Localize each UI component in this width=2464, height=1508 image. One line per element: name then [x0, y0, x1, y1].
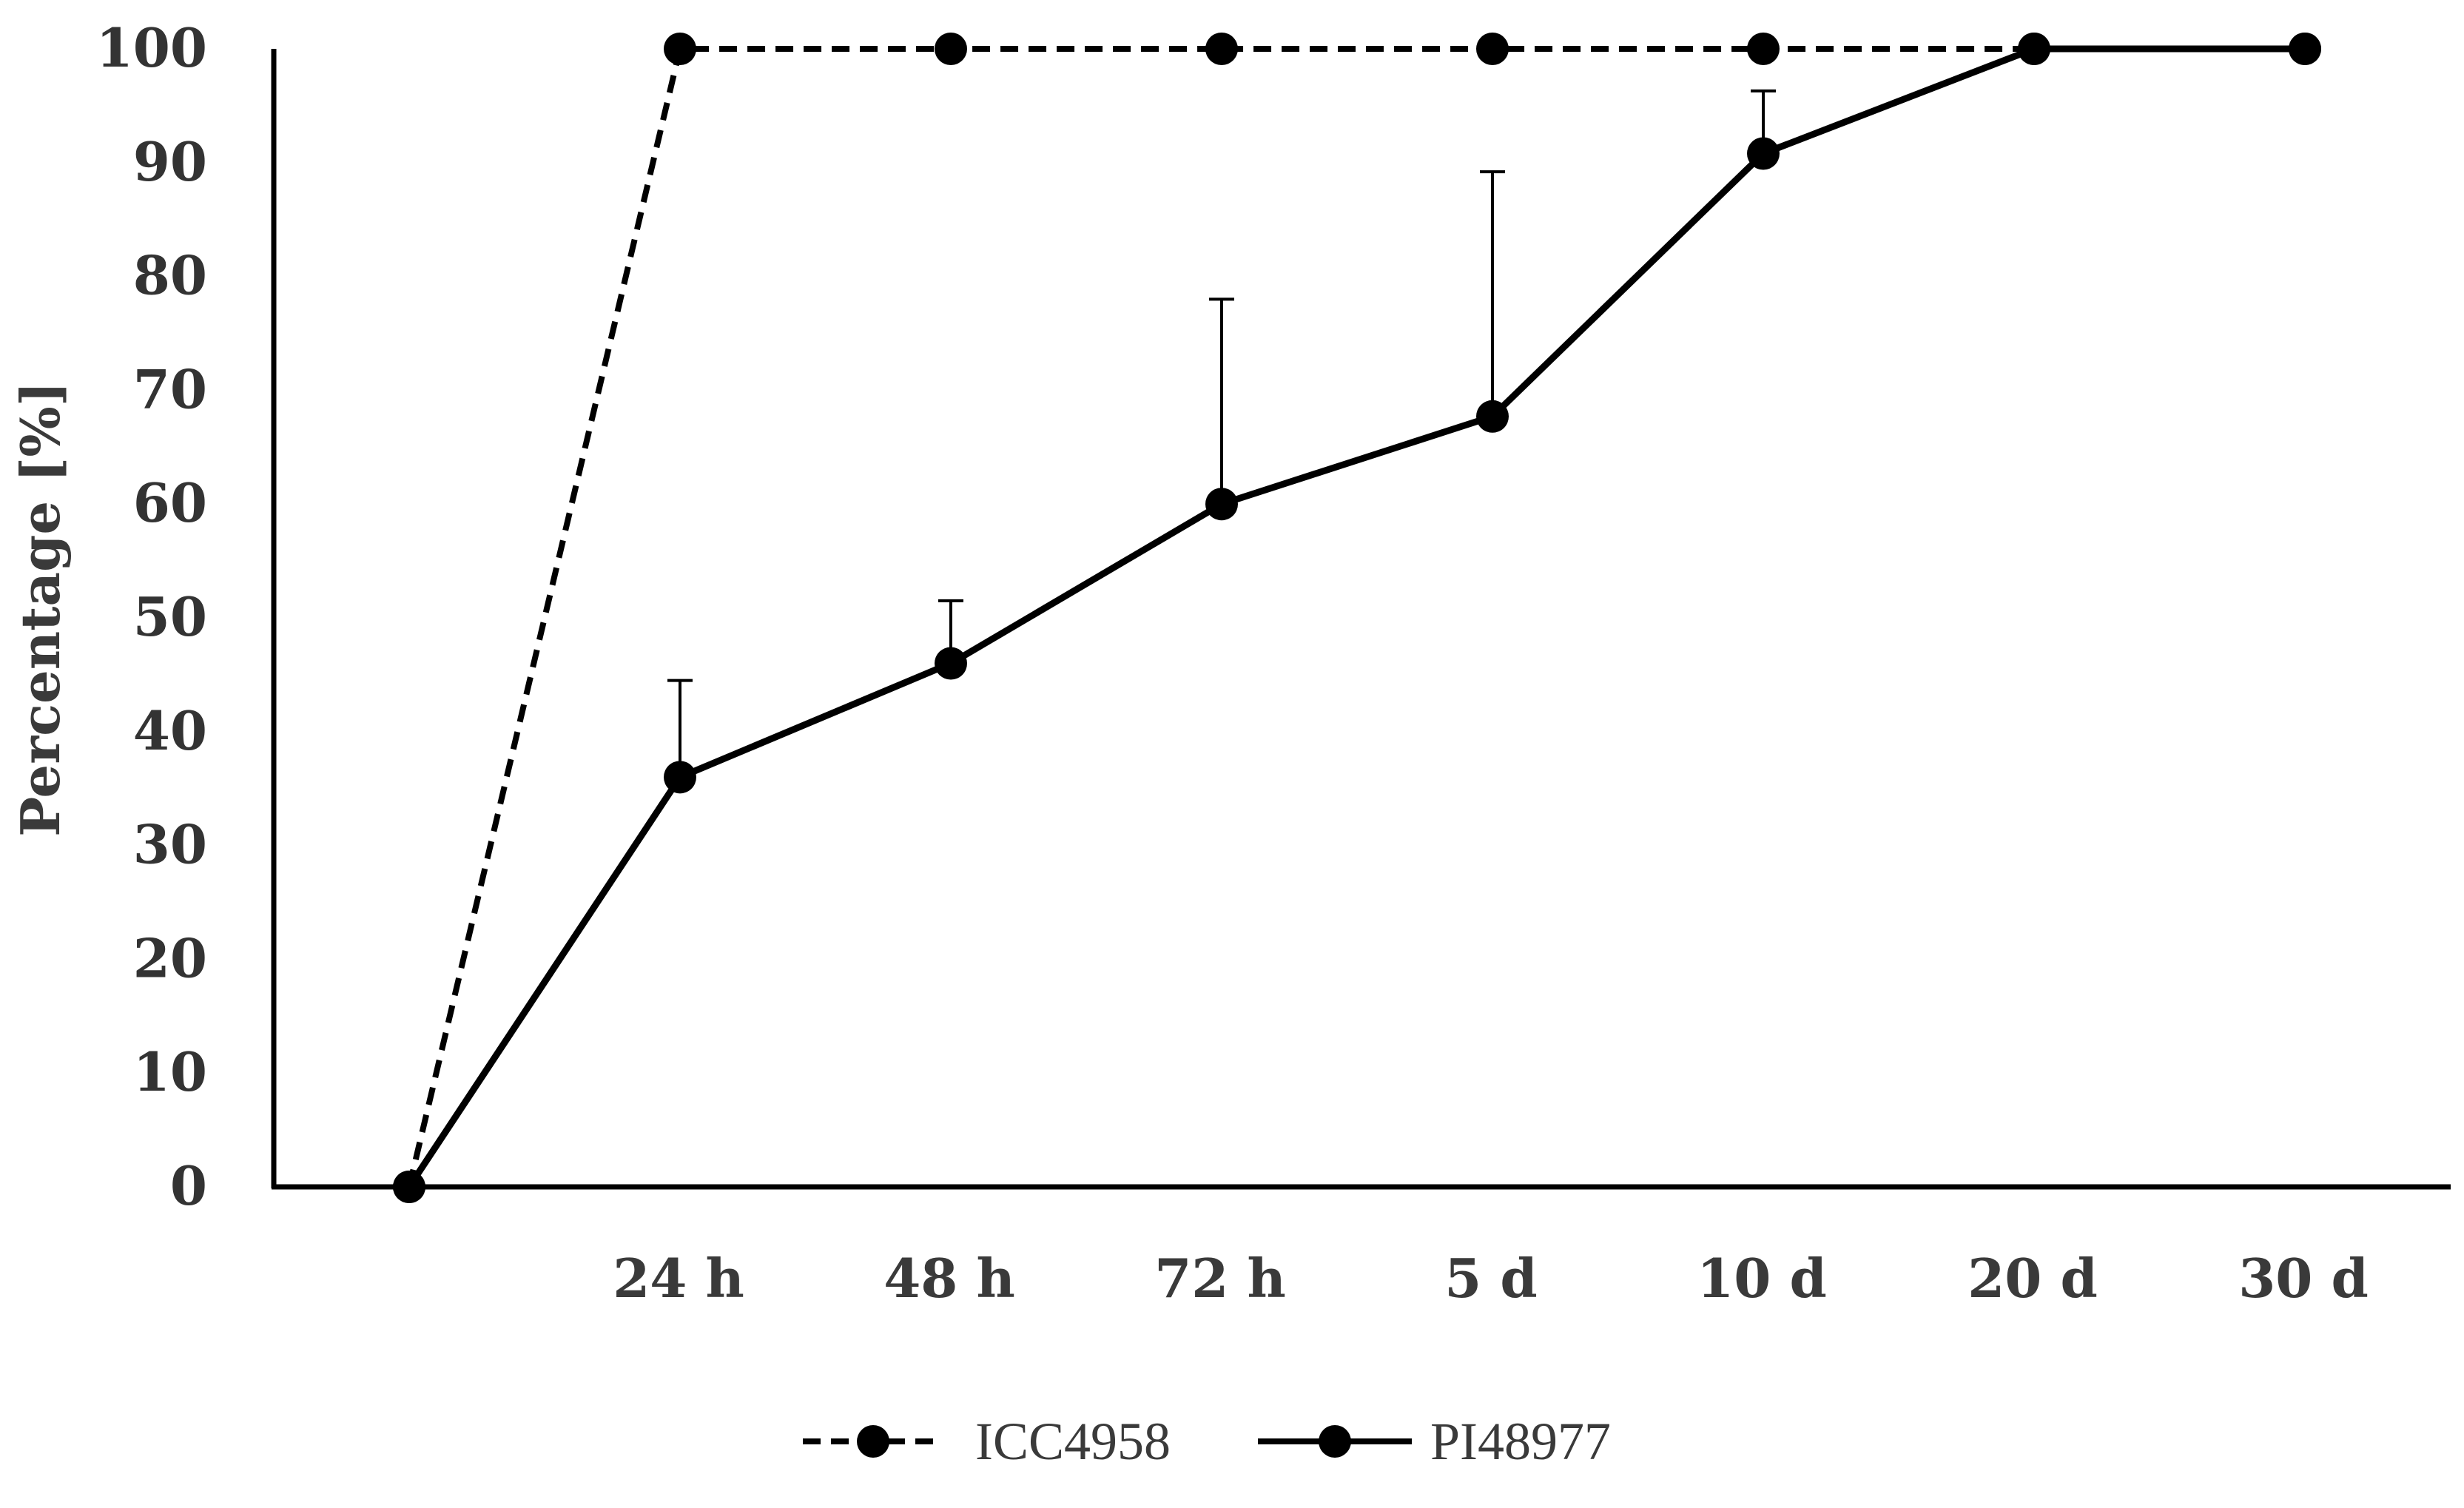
y-tick-label: 30	[133, 813, 207, 876]
data-point-ICC4958	[1205, 33, 1238, 65]
x-tick-label: 24 h	[613, 1247, 744, 1310]
y-tick-label: 60	[133, 471, 207, 534]
data-point-PI48977	[1747, 137, 1780, 170]
y-axis-ticks: 0 10 20 30 40 50 60 70 80 90 100	[96, 16, 207, 1217]
x-tick-label: 30 d	[2238, 1247, 2369, 1310]
y-tick-label: 80	[133, 244, 207, 307]
data-point-PI48977	[664, 761, 696, 794]
x-tick-label: 5 d	[1444, 1247, 1538, 1310]
legend-label: PI48977	[1430, 1412, 1611, 1471]
y-tick-label: 100	[96, 16, 207, 79]
series-line-PI48977	[406, 45, 2305, 1189]
error-bars	[667, 89, 1776, 778]
legend-label: ICC4958	[975, 1412, 1171, 1471]
series-lines	[406, 45, 2305, 1189]
data-point-ICC4958	[1476, 33, 1509, 65]
series-points	[393, 33, 2321, 1203]
y-tick-label: 40	[133, 699, 207, 762]
data-point-ICC4958	[1747, 33, 1780, 65]
legend: ICC4958 PI48977	[803, 1412, 1611, 1471]
x-tick-label: 10 d	[1697, 1247, 1827, 1310]
data-point-ICC4958	[935, 33, 967, 65]
y-tick-label: 50	[133, 585, 207, 648]
data-point-PI48977	[1476, 400, 1509, 433]
x-tick-label: 72 h	[1154, 1247, 1286, 1310]
data-point-ICC4958	[664, 33, 696, 65]
data-point-PI48977	[393, 1171, 425, 1203]
legend-marker-ICC4958	[857, 1425, 889, 1458]
data-point-PI48977	[1205, 488, 1238, 521]
y-tick-label: 10	[133, 1040, 207, 1103]
legend-marker-PI48977	[1319, 1425, 1351, 1458]
series-line-ICC4958	[406, 46, 2305, 1188]
data-point-PI48977	[2289, 33, 2321, 65]
y-tick-label: 0	[170, 1154, 207, 1217]
x-axis-ticks: 24 h 48 h 72 h 5 d 10 d 20 d 30 d	[613, 1247, 2369, 1310]
x-tick-label: 20 d	[1968, 1247, 2098, 1310]
y-tick-label: 90	[133, 130, 207, 193]
data-point-PI48977	[2018, 33, 2050, 65]
y-tick-label: 20	[133, 926, 207, 989]
y-axis-title: Percentage [%]	[9, 381, 72, 837]
x-tick-label: 48 h	[883, 1247, 1015, 1310]
data-point-PI48977	[935, 647, 967, 680]
y-tick-label: 70	[133, 357, 207, 420]
